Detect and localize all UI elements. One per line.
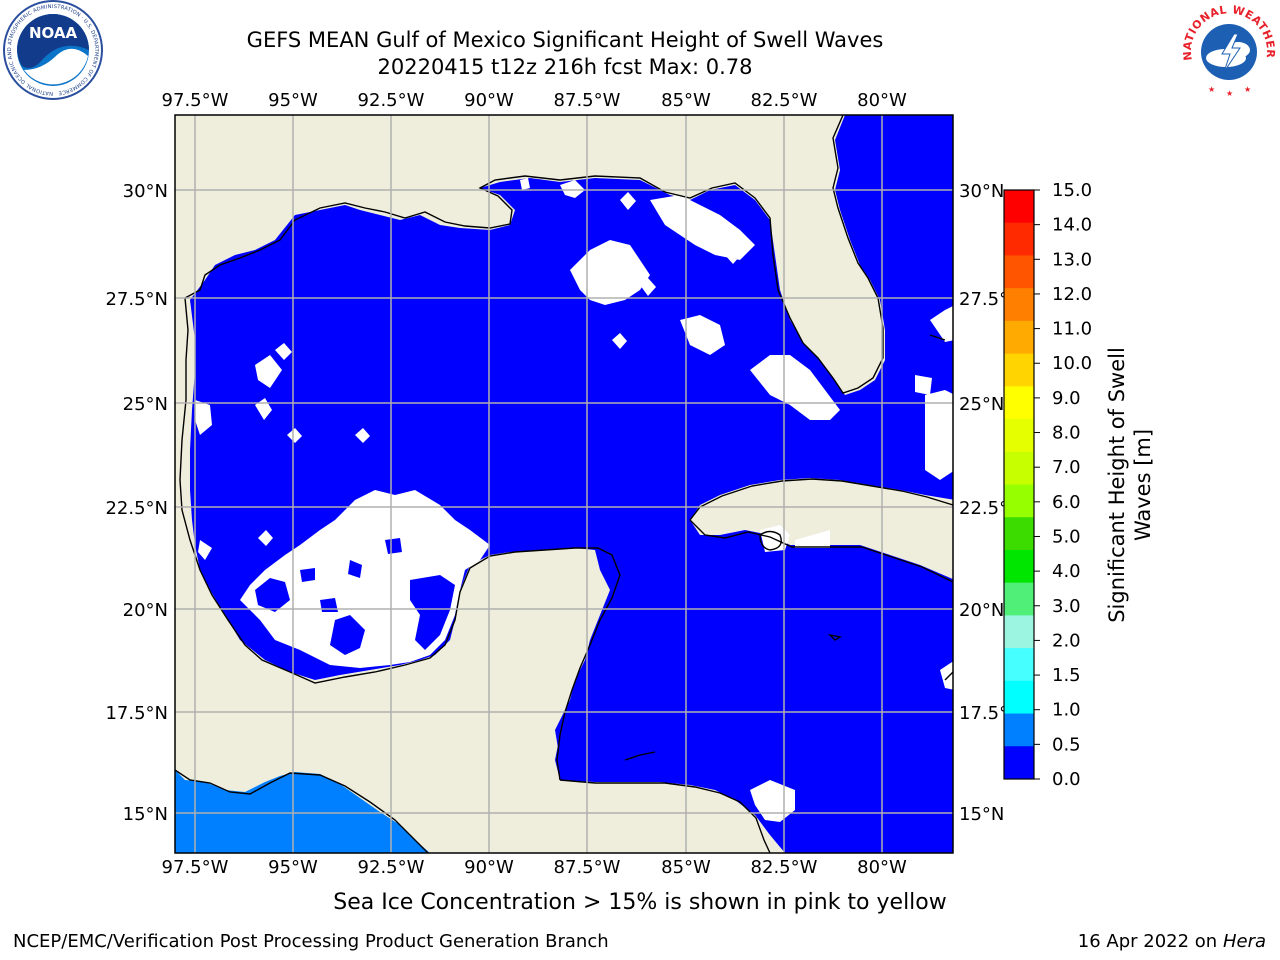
lat-tick-label: 17.5°N — [105, 703, 168, 724]
lat-ticks-right: 30°N 27.5° 25°N 22.5° 20°N 17.5° 15°N — [959, 181, 1008, 825]
lon-tick-label: 85°W — [661, 90, 711, 111]
colorbar-tick-label: 15.0 — [1052, 180, 1092, 201]
colorbar-tick-label: 2.0 — [1052, 630, 1081, 651]
sea-ice-note: Sea Ice Concentration > 15% is shown in … — [333, 890, 947, 915]
lon-tick-label: 82.5°W — [751, 857, 818, 878]
colorbar-tick-label: 8.0 — [1052, 423, 1081, 444]
colorbar-tick-label: 14.0 — [1052, 215, 1092, 236]
colorbar-swatch — [1004, 517, 1034, 551]
lat-ticks-left: 30°N 27.5°N 25°N 22.5°N 20°N 17.5°N 15°N — [105, 181, 168, 825]
lat-tick-label: 20°N — [959, 600, 1004, 621]
lat-tick-label: 25°N — [959, 394, 1004, 415]
lat-tick-label: 20°N — [123, 600, 168, 621]
colorbar-swatch — [1004, 680, 1034, 715]
colorbar-tick-label: 11.0 — [1052, 319, 1092, 340]
lon-tick-label: 90°W — [464, 90, 514, 111]
svg-text:★: ★ — [1244, 85, 1251, 94]
colorbar-swatch — [1004, 451, 1034, 485]
lon-tick-label: 85°W — [661, 857, 711, 878]
colorbar-swatch — [1004, 615, 1034, 649]
colorbar-swatch — [1004, 484, 1034, 518]
lon-tick-label: 95°W — [268, 90, 318, 111]
colorbar-tick-label: 13.0 — [1052, 249, 1092, 270]
lat-tick-label: 15°N — [123, 804, 168, 825]
colorbar-swatch — [1004, 288, 1034, 322]
lat-tick-label: 22.5° — [959, 498, 1008, 519]
noaa-wordmark: NOAA — [29, 24, 78, 42]
lon-ticks-bottom: 97.5°W 95°W 92.5°W 90°W 87.5°W 85°W 82.5… — [162, 857, 907, 878]
colorbar-tick-label: 9.0 — [1052, 388, 1081, 409]
pacific-swell-field — [175, 770, 430, 853]
colorbar-frame — [1003, 189, 1035, 780]
map-area — [175, 115, 953, 853]
lat-tick-label: 30°N — [959, 181, 1004, 202]
map-frame — [174, 114, 954, 854]
swell-islands — [255, 538, 455, 655]
lon-tick-label: 97.5°W — [162, 857, 229, 878]
colorbar-label-line2: Waves [m] — [1131, 429, 1155, 541]
colorbar-tick-label: 7.0 — [1052, 457, 1081, 478]
colorbar-tick-label: 1.5 — [1052, 665, 1081, 686]
footer-credit: NCEP/EMC/Verification Post Processing Pr… — [13, 931, 609, 952]
colorbar-swatch — [1004, 222, 1034, 256]
colorbar-label-line1: Significant Height of Swell — [1105, 347, 1129, 623]
coastlines — [175, 115, 953, 853]
svg-text:★: ★ — [1226, 89, 1233, 98]
colorbar-swatch — [1004, 549, 1034, 584]
lon-tick-label: 82.5°W — [751, 90, 818, 111]
colorbar-swatch — [1004, 582, 1034, 616]
colorbar-swatch — [1004, 386, 1034, 420]
lat-tick-label: 27.5°N — [105, 289, 168, 310]
colorbar-tick-label: 4.0 — [1052, 561, 1081, 582]
map-title: GEFS MEAN Gulf of Mexico Significant Hei… — [246, 28, 884, 52]
lon-ticks-top: 97.5°W 95°W 92.5°W 90°W 87.5°W 85°W 82.5… — [162, 90, 907, 111]
lon-tick-label: 80°W — [857, 857, 907, 878]
colorbar-swatch — [1004, 190, 1034, 224]
colorbar-swatch — [1004, 353, 1034, 387]
svg-text:★: ★ — [1208, 85, 1215, 94]
lon-tick-label: 97.5°W — [162, 90, 229, 111]
colorbar: 15.0 14.0 13.0 12.0 11.0 10.0 9.0 8.0 7.0 6.0 5.0 4… — [1003, 180, 1092, 790]
colorbar-swatch — [1004, 713, 1034, 747]
colorbar-tick-label: 3.0 — [1052, 596, 1081, 617]
lon-tick-label: 87.5°W — [554, 857, 621, 878]
footer-machine: Hera — [1222, 931, 1266, 952]
colorbar-swatch — [1004, 648, 1034, 682]
footer-date: 16 Apr 2022 on Hera — [1077, 931, 1266, 952]
lon-tick-label: 92.5°W — [358, 857, 425, 878]
colorbar-tick-label: 10.0 — [1052, 353, 1092, 374]
colorbar-tick-label: 5.0 — [1052, 526, 1081, 547]
lat-tick-label: 25°N — [123, 394, 168, 415]
map-subtitle: 20220415 t12z 216h fcst Max: 0.78 — [377, 55, 753, 79]
lat-tick-label: 15°N — [959, 804, 1004, 825]
colorbar-swatch — [1004, 419, 1034, 453]
lon-tick-label: 87.5°W — [554, 90, 621, 111]
colorbar-swatch — [1004, 320, 1034, 355]
nws-logo: NATIONAL WEATHER SERVICE ★ ★ ★ — [1178, 0, 1278, 99]
lat-tick-label: 17.5° — [959, 703, 1008, 724]
colorbar-tick-label: 1.0 — [1052, 700, 1081, 721]
colorbar-tick-label: 12.0 — [1052, 284, 1092, 305]
lat-tick-label: 22.5°N — [105, 498, 168, 519]
colorbar-swatch — [1004, 746, 1034, 780]
lon-tick-label: 90°W — [464, 857, 514, 878]
colorbar-swatch — [1004, 255, 1034, 289]
colorbar-label: Significant Height of Swell Waves [m] — [1105, 347, 1155, 623]
gridlines — [175, 115, 953, 853]
colorbar-tick-label: 0.5 — [1052, 734, 1081, 755]
lon-tick-label: 95°W — [268, 857, 318, 878]
colorbar-tick-label: 0.0 — [1052, 769, 1081, 790]
caribbean-swell-field — [555, 555, 953, 853]
lon-tick-label: 92.5°W — [358, 90, 425, 111]
lon-tick-label: 80°W — [857, 90, 907, 111]
lat-tick-label: 30°N — [123, 181, 168, 202]
lat-tick-label: 27.5° — [959, 289, 1008, 310]
noaa-logo: NATIONAL OCEANIC AND ATMOSPHERIC ADMINIS… — [3, 0, 103, 100]
colorbar-tick-label: 6.0 — [1052, 492, 1081, 513]
